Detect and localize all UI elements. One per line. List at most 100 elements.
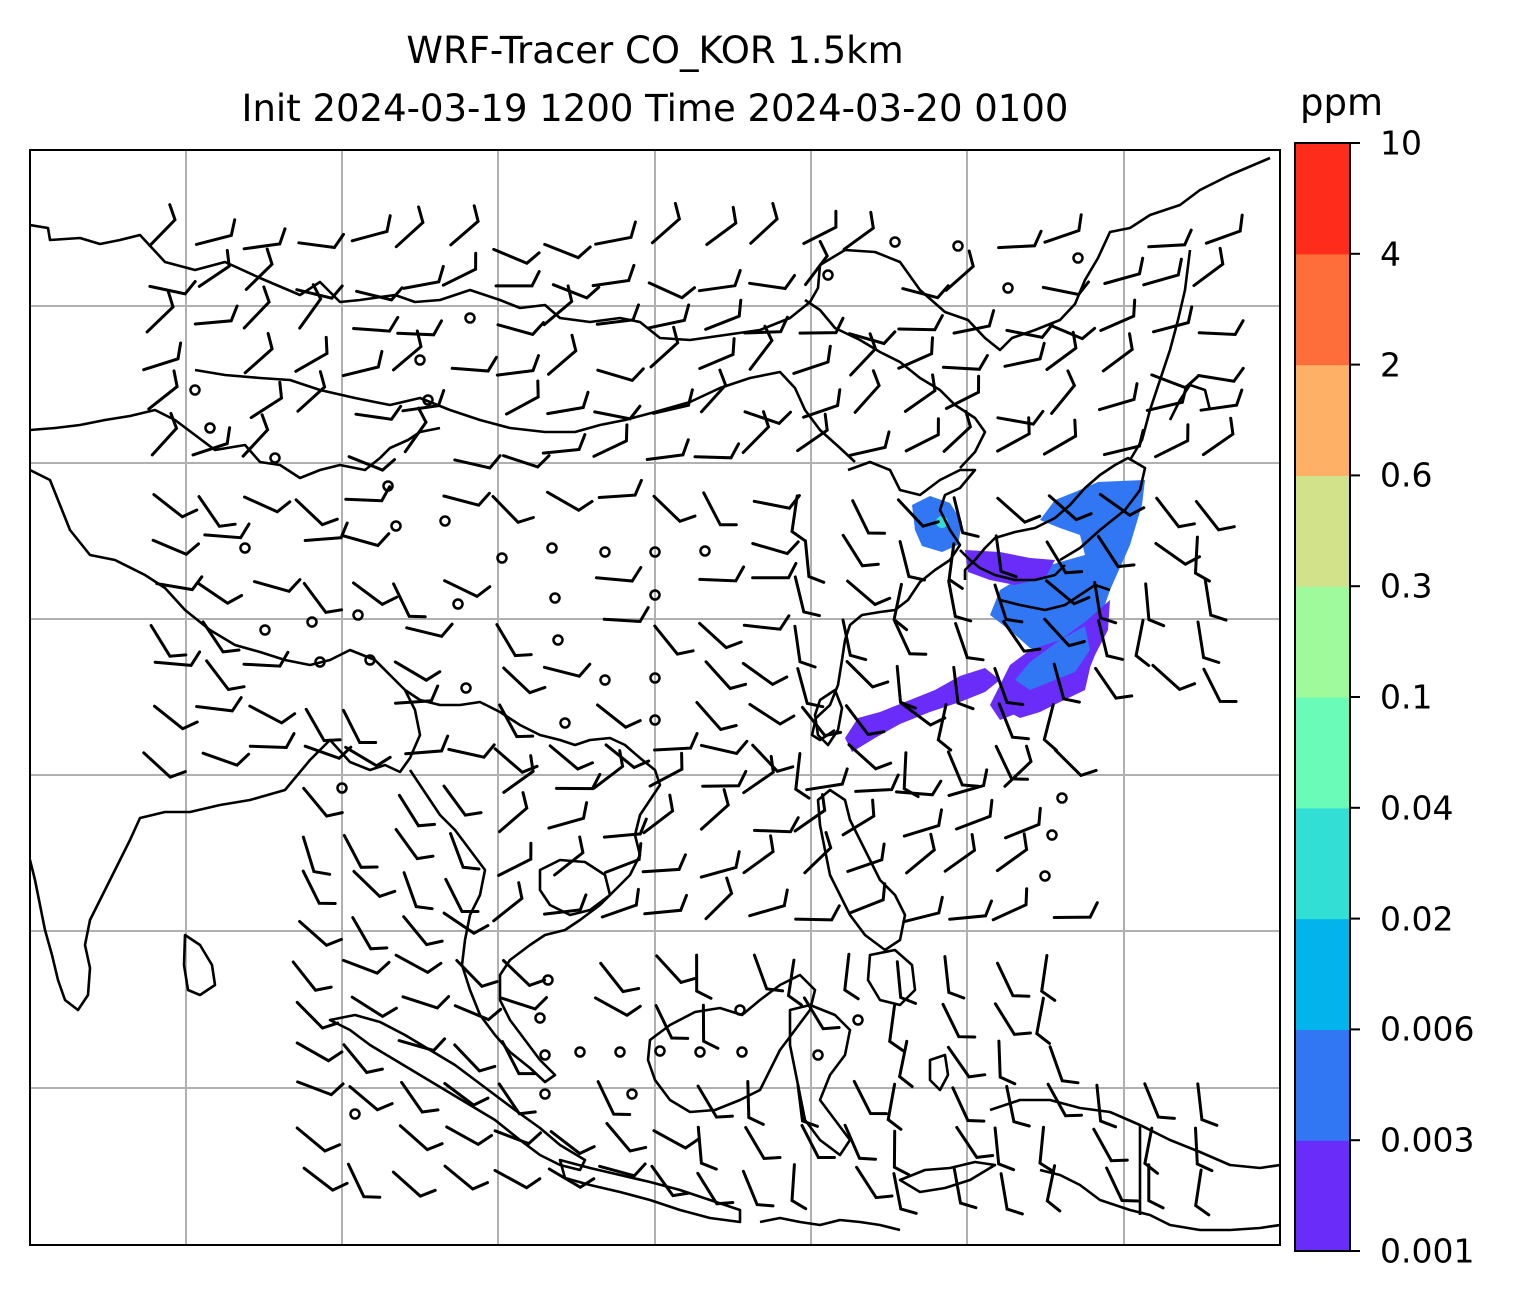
wind-barb [700, 739, 749, 756]
wind-barb [402, 264, 445, 290]
wind-barb [648, 751, 684, 788]
wind-barb [1094, 666, 1134, 700]
wind-barb [249, 380, 284, 420]
wind-barb [1154, 423, 1190, 459]
wind-barb [649, 325, 680, 369]
calm-wind-markers [189, 236, 1084, 1120]
plume-pacific [1005, 668, 1090, 718]
calm-marker [439, 515, 451, 527]
wind-barb [147, 369, 179, 411]
wind-barb [1045, 579, 1091, 606]
wind-barb [449, 204, 480, 247]
wind-barb [897, 314, 944, 332]
calm-marker [889, 236, 901, 248]
wind-barb [941, 354, 989, 371]
wind-barb [645, 438, 690, 461]
coastline-indochina [404, 688, 662, 1084]
colorbar-segment [1295, 475, 1350, 587]
wind-barb [351, 916, 389, 951]
wind-barb [695, 953, 713, 1000]
calm-marker [382, 480, 394, 492]
wind-barb [155, 575, 204, 592]
wind-barb [895, 664, 917, 710]
wind-barb [1035, 996, 1051, 1045]
wind-barb [652, 1129, 701, 1150]
calm-marker [259, 624, 271, 636]
wind-barb [1045, 330, 1078, 371]
calm-marker [464, 312, 476, 324]
wind-barb [741, 410, 771, 454]
wind-barb [1194, 1168, 1211, 1217]
wind-barb [548, 744, 594, 771]
wind-barb [597, 478, 643, 499]
wind-barb [1052, 662, 1081, 704]
wind-barb [793, 575, 821, 618]
calm-marker [736, 1046, 748, 1058]
tracer-plume [845, 480, 1145, 752]
calm-marker [549, 592, 561, 604]
wind-barb [248, 732, 296, 750]
wind-barb [498, 791, 529, 834]
wind-barb [591, 263, 636, 288]
wind-barb [598, 1162, 647, 1178]
wind-barb [1099, 298, 1137, 332]
wind-barb [997, 702, 1030, 741]
colorbar-tick-label: 0.04 [1380, 788, 1454, 828]
wind-barb [1040, 954, 1057, 1002]
wind-barb [741, 661, 789, 687]
wind-barb [152, 493, 199, 519]
wind-barb [153, 650, 202, 667]
calm-marker [204, 422, 216, 434]
wind-barb [1201, 416, 1235, 457]
wind-barb [790, 1163, 808, 1211]
wind-barb [542, 284, 574, 327]
wind-barb [794, 752, 811, 800]
wind-barb [996, 496, 1042, 524]
wind-barb [903, 373, 937, 413]
wind-barb [841, 533, 880, 568]
wind-barb [301, 835, 332, 876]
calm-marker [852, 1014, 864, 1026]
coastline-mindanao [866, 948, 917, 1007]
calm-marker [654, 1045, 666, 1057]
wind-barb [596, 703, 642, 729]
wind-barb [150, 411, 179, 457]
wind-barb [196, 581, 244, 605]
wind-barb [502, 754, 535, 794]
calm-marker [649, 672, 661, 684]
wind-barb [1002, 620, 1042, 653]
wind-barb [847, 743, 893, 771]
wind-barb [993, 1002, 1032, 1036]
calm-marker [189, 384, 201, 396]
wind-barb [298, 283, 323, 330]
wind-barb [653, 624, 695, 656]
wind-barb [1041, 280, 1090, 297]
wind-barb [602, 817, 648, 839]
wind-barb [946, 750, 980, 788]
colorbar-tick-label: 0.6 [1380, 455, 1433, 495]
wind-barb [402, 915, 444, 947]
wind-barb [641, 853, 687, 874]
wind-barb [693, 442, 741, 460]
wind-barb [455, 959, 499, 989]
wind-barb [843, 1123, 877, 1161]
wind-barb [449, 832, 481, 871]
wind-barb [201, 751, 251, 767]
wind-barb [944, 249, 975, 292]
wind-barb [952, 309, 996, 335]
plume-korea-east [965, 550, 1055, 585]
wind-barb [295, 284, 344, 300]
wind-barb [291, 960, 333, 992]
coastline-korea [959, 549, 1066, 582]
wind-barb [142, 751, 187, 779]
wind-barb [846, 579, 892, 607]
wind-barb [793, 624, 817, 669]
wind-barb [1143, 1126, 1159, 1175]
wind-barb [751, 743, 795, 773]
wind-barb [151, 538, 200, 557]
map-frame [29, 149, 1281, 1246]
wind-barb [1047, 323, 1097, 341]
coastline-india [30, 468, 422, 1012]
wind-barb [790, 494, 807, 543]
wind-barb [748, 274, 796, 291]
